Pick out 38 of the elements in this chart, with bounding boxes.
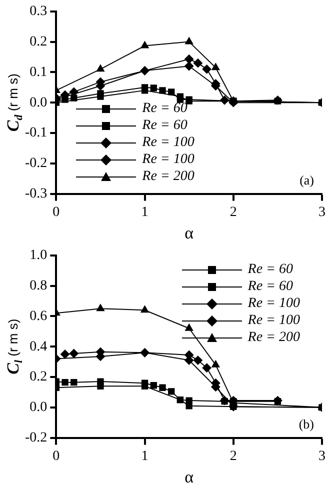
legend-label: Re = 200 [142, 169, 194, 186]
y-tick-label: -0.1 [24, 126, 48, 141]
legend-label: Re = 60 [248, 278, 293, 295]
y-tick-label: 0.3 [30, 4, 48, 20]
y-axis-title: Cd (r m s) [3, 74, 25, 132]
legend-label: Re = 60 [142, 101, 188, 118]
y-tick-label: -0.2 [24, 430, 48, 446]
y-tick-label: 0.4 [30, 339, 48, 354]
legend-label: Re = 100 [142, 152, 194, 168]
legend-label: Re = 100 [248, 296, 300, 312]
annotation: (a) [300, 172, 314, 188]
y-tick-label: 0.0 [30, 400, 48, 416]
y-tick-label: 0.6 [30, 308, 48, 324]
y-tick-label: 0.1 [30, 64, 48, 80]
legend-label: Re = 60 [248, 262, 293, 278]
y-axis-title: Cl (r m s) [3, 318, 25, 374]
x-tick-label: 1 [141, 204, 148, 220]
x-tick-label: 0 [52, 204, 60, 220]
y-tick-label: -0.2 [24, 156, 48, 172]
legend-label: Re = 100 [248, 312, 300, 329]
x-tick-label: 1 [141, 448, 148, 464]
x-axis-title: α [184, 223, 194, 242]
x-tick-label: 2 [230, 448, 237, 464]
x-tick-label: 3 [318, 448, 326, 464]
legend-label: Re = 200 [248, 330, 300, 346]
x-axis-title: α [184, 467, 194, 486]
y-tick-label: 0.2 [30, 34, 48, 50]
y-tick-label: -0.3 [24, 186, 48, 202]
legend-label: Re = 100 [142, 135, 194, 152]
annotation: (b) [298, 416, 314, 432]
y-tick-label: 0.2 [30, 370, 48, 385]
x-tick-label: 3 [318, 204, 326, 220]
x-tick-label: 2 [230, 204, 237, 220]
legend-label: Re = 60 [142, 118, 188, 134]
x-tick-label: 0 [52, 448, 60, 464]
y-tick-label: 0.8 [30, 278, 48, 294]
y-tick-label: 1.0 [30, 248, 48, 264]
y-tick-label: 0.0 [30, 95, 48, 110]
